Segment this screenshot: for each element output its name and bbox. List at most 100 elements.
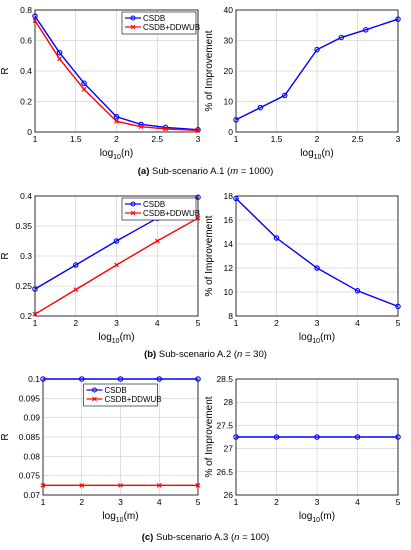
x-tick-label: 5 xyxy=(196,497,201,507)
data-point xyxy=(57,56,62,62)
legend-entry: CSDB xyxy=(105,386,127,395)
y-tick-label: 0.095 xyxy=(19,393,41,403)
data-point xyxy=(395,303,401,310)
data-point xyxy=(154,238,160,244)
data-point xyxy=(195,376,201,382)
data-point xyxy=(79,376,85,382)
y-axis-label: R xyxy=(0,252,11,259)
data-point xyxy=(195,194,201,200)
y-tick-label: 8 xyxy=(228,311,233,321)
data-point xyxy=(395,434,401,440)
plot-frame xyxy=(34,195,199,317)
y-tick-label: 40 xyxy=(224,5,234,15)
y-tick-label: 0.09 xyxy=(23,413,40,423)
y-tick-label: 0.4 xyxy=(20,66,32,76)
data-point xyxy=(363,27,369,33)
data-point xyxy=(81,86,87,92)
data-point xyxy=(113,114,120,120)
data-point xyxy=(40,376,46,382)
x-tick-label: 3 xyxy=(315,318,320,328)
data-point xyxy=(32,311,38,317)
x-tick-label: 1 xyxy=(33,134,38,144)
series-line xyxy=(235,18,399,121)
y-tick-label: 27.5 xyxy=(216,420,233,430)
y-tick-label: 0.07 xyxy=(23,490,40,500)
data-point xyxy=(56,49,63,56)
y-tick-label: 0.3 xyxy=(20,251,32,261)
y-tick-label: 0 xyxy=(27,127,32,137)
data-point xyxy=(314,46,320,53)
data-point xyxy=(233,195,239,202)
x-tick-label: 1 xyxy=(234,497,239,507)
x-axis-label: log10(n) xyxy=(100,148,133,161)
legend-marker xyxy=(130,24,136,30)
y-tick-label: 12 xyxy=(224,263,234,273)
x-tick-label: 4 xyxy=(155,318,160,328)
x-tick-label: 1 xyxy=(33,318,38,328)
legend-marker xyxy=(92,396,97,402)
chart-panel: 1 2 3 4 5 0.2 0.25 0.3 0.35 0.4 log10(m) R CSDBCSDB+… xyxy=(0,191,201,345)
subfigure-caption: (b) Sub-scenario A.2 (n = 30) xyxy=(144,349,267,360)
y-axis-label: R xyxy=(0,433,11,440)
x-tick-label: 3 xyxy=(396,134,401,144)
x-tick-label: 2.5 xyxy=(151,134,163,144)
chart-panel: 1 2 3 4 5 0.07 0.075 0.08 0.085 0.09 0.095 0.1 log10… xyxy=(0,374,201,524)
y-axis-label: % of Improvement xyxy=(204,396,215,477)
x-tick-label: 1.5 xyxy=(271,134,283,144)
data-point xyxy=(113,238,120,244)
data-point xyxy=(73,287,79,292)
data-point xyxy=(195,215,201,221)
data-point xyxy=(338,34,345,41)
y-tick-label: 27 xyxy=(224,444,234,454)
y-tick-label: 28 xyxy=(224,397,234,407)
y-tick-label: 0.8 xyxy=(20,5,32,15)
legend-entry: CSDB+DDWUB xyxy=(105,395,162,404)
y-tick-label: 0 xyxy=(228,127,233,137)
x-tick-label: 2 xyxy=(315,134,320,144)
data-point xyxy=(156,482,162,488)
y-tick-label: 0.2 xyxy=(20,97,32,107)
x-tick-label: 3 xyxy=(196,134,201,144)
data-point xyxy=(79,482,85,488)
data-point xyxy=(395,16,401,22)
data-point xyxy=(114,118,119,124)
x-tick-label: 2.5 xyxy=(352,134,364,144)
legend-marker xyxy=(130,201,136,207)
y-tick-label: 18 xyxy=(224,191,234,201)
x-tick-label: 2 xyxy=(274,318,279,328)
x-tick-label: 2 xyxy=(114,134,119,144)
data-point xyxy=(314,265,320,271)
x-tick-label: 5 xyxy=(396,497,401,507)
legend-entry: CSDB+DDWUB xyxy=(143,23,200,32)
x-tick-label: 1 xyxy=(234,134,239,144)
y-tick-label: 16 xyxy=(224,215,234,225)
x-tick-label: 4 xyxy=(355,497,360,507)
x-tick-label: 3 xyxy=(315,497,320,507)
x-tick-label: 5 xyxy=(196,318,201,328)
series-line xyxy=(235,197,399,308)
x-axis-label: log10(m) xyxy=(299,511,335,524)
x-tick-label: 3 xyxy=(118,497,123,507)
chart-panel: 1 2 3 4 5 26 26.5 27 27.5 28 28.5 log10(m) % of Impr… xyxy=(204,374,401,524)
legend-marker xyxy=(92,387,97,393)
y-tick-label: 0.08 xyxy=(23,451,40,461)
y-tick-label: 0.1 xyxy=(28,374,40,384)
data-point xyxy=(32,286,38,292)
y-tick-label: 0.075 xyxy=(19,471,41,481)
data-point xyxy=(138,124,144,130)
data-point xyxy=(114,262,119,268)
series-line xyxy=(34,15,199,131)
x-axis-label: log10(m) xyxy=(102,511,138,524)
legend-marker xyxy=(130,15,136,21)
x-axis-label: log10(n) xyxy=(300,148,333,161)
y-tick-label: 20 xyxy=(224,66,234,76)
y-tick-label: 0.25 xyxy=(15,281,32,291)
x-tick-label: 4 xyxy=(355,318,360,328)
legend-entry: CSDB+DDWUB xyxy=(143,209,200,218)
y-tick-label: 10 xyxy=(224,287,234,297)
